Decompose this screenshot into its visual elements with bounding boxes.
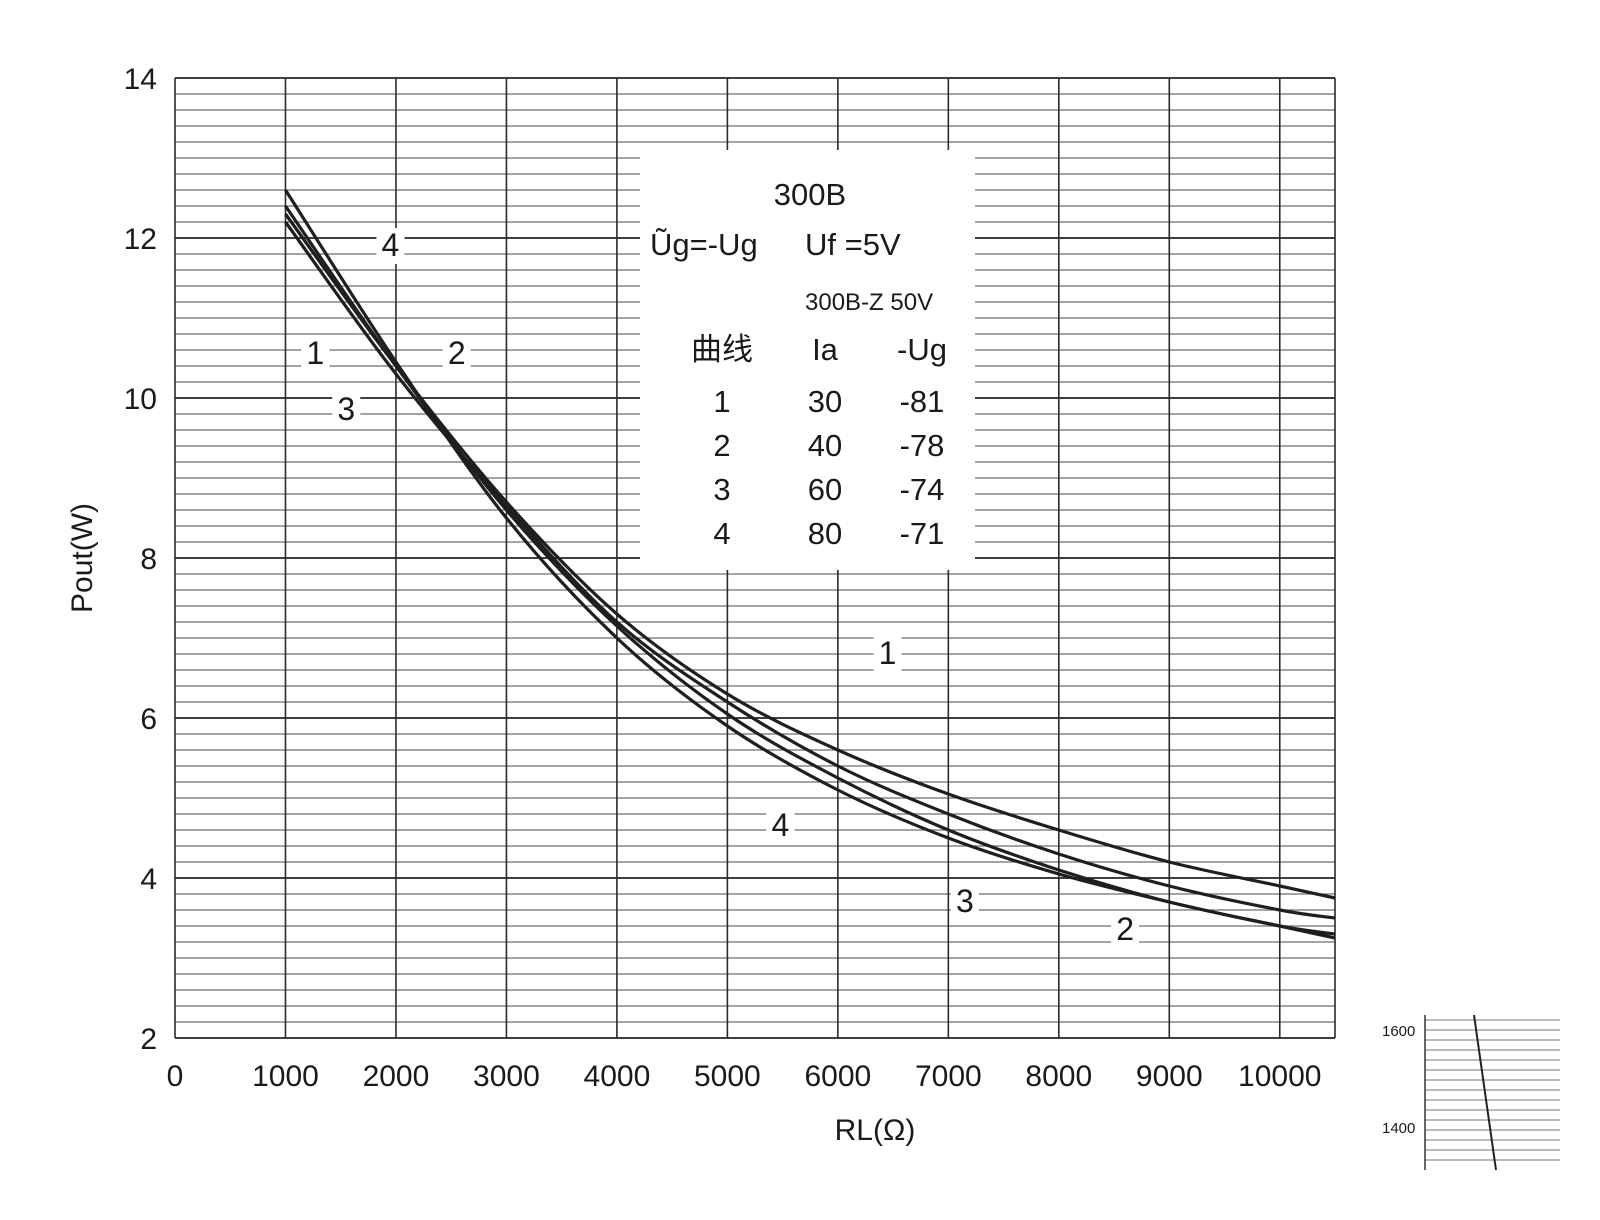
curve-label-background	[301, 336, 330, 372]
legend-cell: 60	[808, 472, 842, 507]
curve-label: 1	[306, 335, 324, 371]
curve-label: 3	[956, 883, 974, 919]
x-tick-label: 6000	[804, 1060, 871, 1093]
legend-cell: 3	[713, 472, 730, 507]
curve-label-background	[1111, 912, 1140, 948]
x-tick-label: 2000	[363, 1060, 430, 1093]
x-tick-label: 1000	[252, 1060, 319, 1093]
curve-label: 4	[382, 227, 400, 263]
curve-label-background	[442, 336, 471, 372]
curve-label: 2	[448, 335, 466, 371]
y-axis-title: Pout(W)	[66, 503, 99, 613]
legend-plate-voltage: 300B-Z 50V	[805, 289, 933, 316]
legend-box: 300B Ũg=-Ug Uf =5V 300B-Z 50V 曲线 Ia -Ug …	[640, 150, 975, 570]
legend-cell: 1	[713, 384, 730, 419]
legend-grid-voltage: Ũg=-Ug	[650, 227, 758, 262]
chart-title: 300B	[774, 177, 846, 212]
y-tick-label: 6	[140, 703, 157, 736]
x-tick-label: 4000	[584, 1060, 651, 1093]
y-axis-ticks: 2 4 6 8 10 12 14	[124, 63, 157, 1056]
legend-cell: 2	[713, 428, 730, 463]
y-tick-label: 8	[140, 543, 157, 576]
curve-label-background	[950, 884, 979, 920]
legend-cell: 40	[808, 428, 842, 463]
legend-filament-voltage: Uf =5V	[805, 227, 901, 262]
inset-tick-label: 1400	[1382, 1120, 1415, 1137]
inset-gridlines	[1424, 1015, 1560, 1170]
legend-header-ia: Ia	[812, 332, 839, 367]
y-tick-label: 12	[124, 223, 157, 256]
curve-label-background	[376, 228, 405, 264]
x-tick-label: 9000	[1136, 1060, 1203, 1093]
cropped-inset-chart: 1600 1400	[1382, 1014, 1560, 1171]
curve-label-background	[873, 636, 902, 672]
y-tick-label: 14	[124, 63, 157, 96]
legend-cell: -71	[900, 516, 945, 551]
legend-cell: -78	[900, 428, 945, 463]
legend-cell: -81	[900, 384, 945, 419]
legend-cell: -74	[900, 472, 945, 507]
curve-label: 3	[337, 391, 355, 427]
x-tick-label: 10000	[1238, 1060, 1321, 1093]
curve-label: 2	[1116, 911, 1134, 947]
inset-tick-label: 1600	[1382, 1023, 1415, 1040]
legend-cell: 30	[808, 384, 842, 419]
legend-header-ug: -Ug	[897, 332, 947, 367]
series-lines	[284, 189, 1336, 940]
legend-background	[640, 150, 975, 570]
legend-cell: 4	[713, 516, 730, 551]
curve-label-background	[766, 808, 795, 844]
legend-cell: 80	[808, 516, 842, 551]
series-line-1	[284, 213, 1336, 900]
curve-label: 4	[772, 807, 790, 843]
curve-label-background	[332, 392, 361, 428]
legend-header-curve: 曲线	[691, 332, 753, 367]
legend-rows: 1 30 -81 2 40 -78 3 60 -74 4 80 -71	[713, 384, 944, 551]
inset-curve	[1473, 1014, 1497, 1171]
x-tick-label: 3000	[473, 1060, 540, 1093]
y-tick-label: 10	[124, 383, 157, 416]
y-tick-label: 2	[140, 1023, 157, 1056]
series-line-4	[284, 189, 1336, 936]
x-tick-label: 5000	[694, 1060, 761, 1093]
y-tick-label: 4	[140, 863, 157, 896]
x-axis-ticks: 0 1000 2000 3000 4000 5000 6000 7000 8000 9000 100…	[167, 1060, 1322, 1093]
x-tick-label: 7000	[915, 1060, 982, 1093]
x-tick-label: 0	[167, 1060, 184, 1093]
x-axis-title: RL(Ω)	[835, 1114, 916, 1147]
curve-label: 1	[879, 635, 897, 671]
x-tick-label: 8000	[1025, 1060, 1092, 1093]
